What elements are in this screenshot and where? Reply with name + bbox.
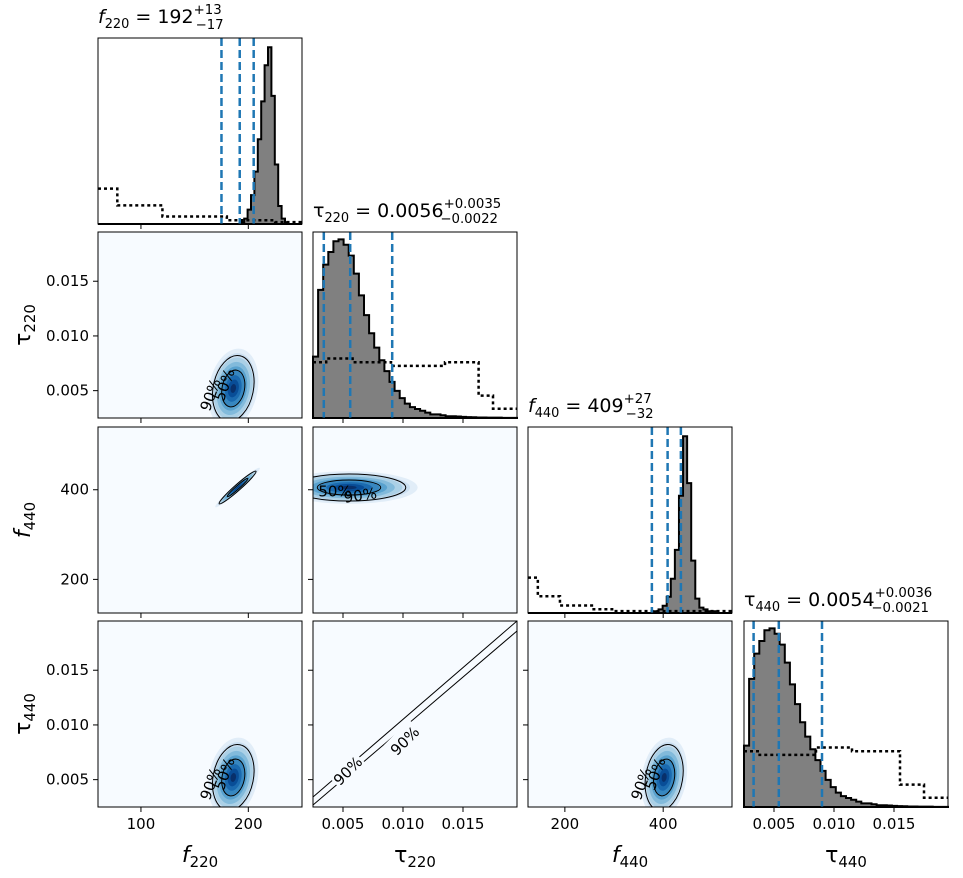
x-tick-label: 0.010 <box>382 815 425 833</box>
density-background <box>98 427 302 613</box>
y-tick-label: 400 <box>60 481 89 499</box>
prior-histogram <box>98 187 302 224</box>
panel-frame <box>743 620 949 808</box>
contour-line <box>226 477 249 498</box>
contour-line <box>212 744 255 807</box>
panel-frame <box>97 620 303 808</box>
pair-panel-tau220-tau440: 90%90% <box>308 620 518 812</box>
pair-panel-f220-tau440: 90%50% <box>93 620 303 812</box>
pair-panel-tau220-f440: 50%90% <box>308 426 518 618</box>
density-background <box>313 427 517 613</box>
panel-title: f220 = 192+13 −17 <box>98 3 224 33</box>
panel-frame <box>527 426 733 614</box>
y-tick-label: 0.015 <box>46 661 89 679</box>
contour-label: 50% <box>318 483 351 501</box>
density-level <box>230 773 237 782</box>
density-level <box>235 485 241 490</box>
density-level <box>661 773 667 782</box>
diag-panel-tau220: τ220 = 0.0056+0.0035 −0.0022 <box>312 197 518 423</box>
density-background <box>98 232 302 418</box>
diag-panel-f440: f440 = 409+27 −32 <box>527 392 733 618</box>
panel-frame <box>312 426 518 614</box>
panel-frame <box>312 231 518 419</box>
x-axis-label: τ220 <box>394 843 436 871</box>
contour-line <box>316 479 382 496</box>
prior-histogram <box>744 746 948 799</box>
y-tick-label: 200 <box>60 570 89 588</box>
posterior-histogram <box>528 435 732 614</box>
contour-line <box>313 473 407 502</box>
density-background <box>98 621 302 807</box>
density-background <box>528 621 732 807</box>
y-axis-label: f440 <box>11 502 39 538</box>
y-tick-label: 0.005 <box>46 382 89 400</box>
panel-title: f440 = 409+27 −32 <box>528 392 654 422</box>
y-axis-label: τ440 <box>11 693 39 735</box>
y-tick-label: 0.015 <box>46 272 89 290</box>
contour-label: 90% <box>343 484 379 506</box>
contour-line <box>644 744 684 807</box>
contour-line <box>221 369 246 408</box>
posterior-histogram <box>312 238 518 419</box>
x-axis-label: τ440 <box>825 843 867 871</box>
diag-panel-tau440: τ440 = 0.0054+0.0036 −0.0021 <box>743 586 949 812</box>
x-tick-label: 400 <box>649 815 678 833</box>
pair-panel-f220-tau220: 90%50% <box>93 231 303 423</box>
contour-line <box>218 470 257 505</box>
panel-title: τ220 = 0.0056+0.0035 −0.0022 <box>313 197 501 227</box>
panel-frame <box>97 426 303 614</box>
diag-panel-f220: f220 = 192+13 −17 <box>97 3 303 229</box>
y-tick-label: 0.010 <box>46 716 89 734</box>
y-axis-label: τ220 <box>11 304 39 346</box>
y-tick-label: 0.005 <box>46 771 89 789</box>
panel-frame <box>527 620 733 808</box>
x-tick-label: 200 <box>234 815 263 833</box>
pair-panel-f220-f440 <box>93 426 303 618</box>
x-tick-label: 100 <box>127 815 156 833</box>
panel-title: τ440 = 0.0054+0.0036 −0.0021 <box>744 586 932 616</box>
x-tick-label: 0.005 <box>753 815 796 833</box>
x-tick-label: 0.015 <box>442 815 485 833</box>
contour-line <box>212 355 255 418</box>
x-tick-label: 200 <box>551 815 580 833</box>
posterior-histogram <box>98 46 302 225</box>
panel-frame <box>97 231 303 419</box>
contour-line <box>653 758 676 797</box>
panel-frame <box>312 620 518 808</box>
contour-line <box>221 758 246 797</box>
x-axis-label: f440 <box>612 843 648 871</box>
x-tick-label: 0.005 <box>322 815 365 833</box>
prior-histogram <box>313 357 517 410</box>
x-tick-label: 0.010 <box>813 815 856 833</box>
x-axis-label: f220 <box>182 843 218 871</box>
y-tick-label: 0.010 <box>46 327 89 345</box>
panel-frame <box>97 37 303 225</box>
prior-histogram <box>528 576 732 613</box>
posterior-histogram <box>743 627 949 808</box>
pair-panel-f440-tau440: 90%50% <box>523 620 733 812</box>
x-tick-label: 0.015 <box>873 815 916 833</box>
density-level <box>230 384 237 393</box>
density-level <box>341 485 357 490</box>
